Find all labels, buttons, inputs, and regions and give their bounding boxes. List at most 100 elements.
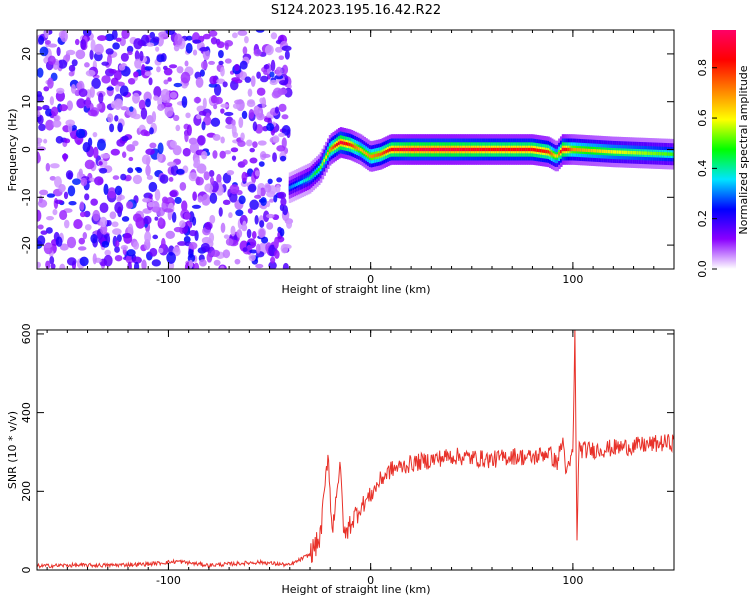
ridge-cell <box>609 150 612 154</box>
noise-blob <box>117 122 123 133</box>
noise-blob <box>103 254 113 267</box>
noise-blob <box>200 242 210 253</box>
ridge-cell <box>579 148 583 152</box>
noise-blob <box>200 60 208 70</box>
noise-blob <box>197 195 203 203</box>
noise-blob <box>89 86 95 98</box>
noise-blob <box>148 181 158 193</box>
noise-blob <box>261 236 269 244</box>
ridge-cell <box>463 147 467 152</box>
noise-blob <box>101 240 110 248</box>
ridge-cell <box>519 147 523 152</box>
noise-blob <box>266 122 275 132</box>
noise-blob <box>37 114 44 125</box>
ridge-cell <box>478 147 481 152</box>
noise-blob <box>93 43 104 55</box>
noise-blob <box>158 217 164 226</box>
noise-blob <box>168 64 178 69</box>
noise-blob <box>43 138 48 144</box>
noise-blob <box>192 39 202 44</box>
ridge-cell <box>496 147 499 152</box>
noise-blob <box>173 82 183 88</box>
noise-blob <box>37 261 41 269</box>
noise-blob <box>59 263 66 269</box>
noise-blob <box>250 75 256 88</box>
noise-blob <box>220 136 225 144</box>
noise-blob <box>90 39 96 52</box>
noise-blob <box>134 58 142 69</box>
ridge-cell <box>572 147 576 152</box>
noise-blob <box>57 59 68 69</box>
noise-blob <box>78 168 83 178</box>
noise-blob <box>270 256 276 264</box>
x-tick-label: 100 <box>562 273 583 286</box>
noise-blob <box>264 44 274 56</box>
noise-blob <box>176 66 184 74</box>
noise-blob <box>179 220 186 228</box>
noise-blob <box>133 71 139 78</box>
noise-blob <box>45 260 51 269</box>
noise-blob <box>255 30 265 33</box>
ridge-cell <box>616 150 619 154</box>
ridge-cell <box>407 147 410 152</box>
colorbar-tick-label: 0.2 <box>696 210 709 228</box>
noise-blob <box>244 35 249 44</box>
ridge-cell <box>563 147 567 152</box>
ridge-cell <box>470 147 474 152</box>
noise-blob <box>220 222 226 234</box>
noise-blob <box>97 35 107 41</box>
ridge-cell <box>421 147 425 152</box>
ridge-cell <box>661 152 665 156</box>
noise-blob <box>77 246 87 251</box>
ridge-cell <box>490 147 494 152</box>
noise-blob <box>171 211 177 223</box>
noise-blob <box>169 190 178 198</box>
noise-blob <box>127 261 132 269</box>
ridge-cell <box>525 147 528 152</box>
noise-blob <box>163 67 173 76</box>
noise-blob <box>79 256 89 267</box>
ridge-cell <box>650 151 654 156</box>
noise-blob <box>79 201 85 211</box>
noise-blob <box>212 150 218 159</box>
noise-blob <box>223 234 230 239</box>
noise-blob <box>232 32 238 39</box>
ridge-cell <box>372 154 376 158</box>
ridge-cell <box>452 147 456 152</box>
noise-blob <box>258 228 265 238</box>
ridge-cell <box>416 147 419 152</box>
noise-blob <box>278 55 285 61</box>
noise-blob <box>133 38 143 50</box>
noise-blob <box>37 110 41 118</box>
noise-blob <box>239 60 248 70</box>
ridge-cell <box>341 141 345 145</box>
noise-blob <box>181 200 188 212</box>
ridge-cell <box>374 153 377 158</box>
noise-blob <box>107 113 114 123</box>
noise-blob <box>173 114 180 122</box>
x-tick-label: 0 <box>367 574 374 587</box>
ridge-cell <box>310 174 314 179</box>
noise-blob <box>66 100 73 111</box>
noise-blob <box>225 124 235 130</box>
ridge-cell <box>359 147 363 152</box>
noise-blob <box>45 108 53 117</box>
noise-blob <box>141 259 147 269</box>
noise-blob <box>268 261 277 269</box>
ridge-cell <box>601 149 605 153</box>
noise-blob <box>192 216 197 226</box>
noise-blob <box>202 33 211 40</box>
noise-blob <box>220 66 225 77</box>
noise-blob <box>199 259 207 267</box>
noise-blob <box>99 216 108 228</box>
noise-blob <box>89 49 94 60</box>
noise-blob <box>174 196 182 204</box>
noise-blob <box>80 38 87 50</box>
noise-blob <box>238 195 246 205</box>
noise-blob <box>270 59 276 72</box>
noise-blob <box>52 119 62 128</box>
noise-blob <box>180 71 191 84</box>
noise-blob <box>204 183 214 193</box>
noise-blob <box>50 263 56 269</box>
